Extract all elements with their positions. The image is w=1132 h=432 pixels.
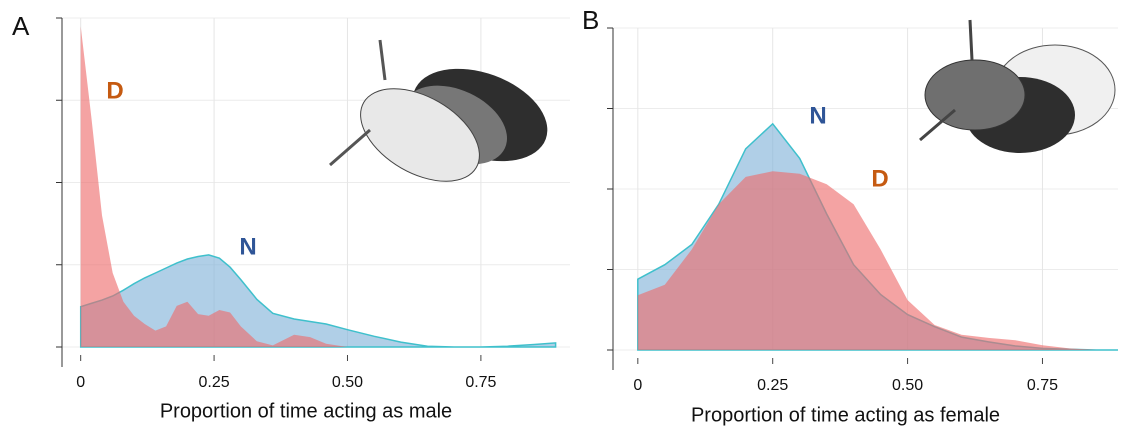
x-tick-label: 0 (76, 374, 85, 391)
panel-label: B (582, 5, 599, 35)
series-label: D (871, 165, 888, 192)
x-axis-label: Proportion of time acting as female (691, 404, 1000, 426)
snail-illustration-b (919, 19, 1116, 153)
panel-label: A (12, 11, 30, 41)
x-tick-label: 0.75 (465, 374, 496, 391)
x-tick-label: 0.50 (892, 377, 923, 394)
series-label: N (239, 233, 256, 260)
x-tick-label: 0.50 (332, 374, 363, 391)
x-axis-label: Proportion of time acting as male (160, 400, 452, 422)
snail-illustration-a (329, 39, 548, 182)
series-label: D (106, 77, 123, 104)
chart-panel: 0 0.25 0.50 0.75 N D Proportion of time acting… (582, 5, 1118, 426)
chart-panel: 0 0.25 0.50 0.75 N D Proportion of time acting… (12, 11, 570, 422)
density-area (80, 26, 556, 347)
x-tick-label: 0.25 (199, 374, 230, 391)
x-tick-label: 0.75 (1027, 377, 1058, 394)
x-tick-label: 0 (633, 377, 642, 394)
series-label: N (809, 102, 826, 129)
charts: 0 0.25 0.50 0.75 N D Proportion of time acting… (12, 5, 1118, 426)
x-tick-label: 0.25 (757, 377, 788, 394)
density-area (637, 171, 1118, 350)
